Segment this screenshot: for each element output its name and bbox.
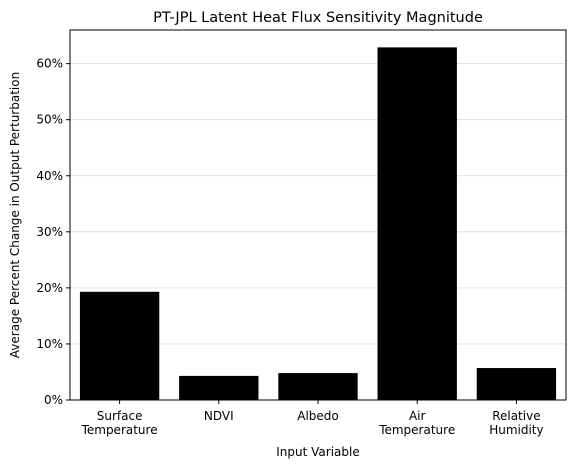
x-axis-label: Input Variable bbox=[276, 445, 359, 459]
y-tick-label: 30% bbox=[36, 225, 63, 239]
bar bbox=[278, 373, 358, 400]
x-tick-label: Surface Temperature bbox=[81, 409, 158, 437]
bar bbox=[79, 291, 160, 400]
y-tick-label: 60% bbox=[36, 57, 63, 71]
x-axis-ticks: Surface Temperature NDVI Albedo Air Temperatu… bbox=[81, 400, 544, 437]
y-axis-label: Average Percent Change in Output Perturb… bbox=[8, 72, 22, 358]
bar bbox=[476, 368, 557, 400]
y-tick-label: 20% bbox=[36, 281, 63, 295]
bar bbox=[179, 375, 259, 400]
y-tick-label: 0% bbox=[44, 393, 63, 407]
y-tick-label: 40% bbox=[36, 169, 63, 183]
bars bbox=[79, 47, 557, 401]
y-tick-label: 10% bbox=[36, 337, 63, 351]
gridlines bbox=[70, 63, 566, 345]
y-axis-ticks: 0% 10% 20% 30% 40% 50% 60% bbox=[36, 57, 70, 407]
x-tick-label: Relative Humidity bbox=[489, 409, 543, 437]
chart-title: PT-JPL Latent Heat Flux Sensitivity Magn… bbox=[153, 10, 483, 26]
bar bbox=[377, 47, 457, 401]
x-tick-label: Albedo bbox=[297, 409, 339, 423]
x-tick-label: NDVI bbox=[204, 409, 234, 423]
x-tick-label: Air Temperature bbox=[378, 409, 455, 437]
y-tick-label: 50% bbox=[36, 113, 63, 127]
